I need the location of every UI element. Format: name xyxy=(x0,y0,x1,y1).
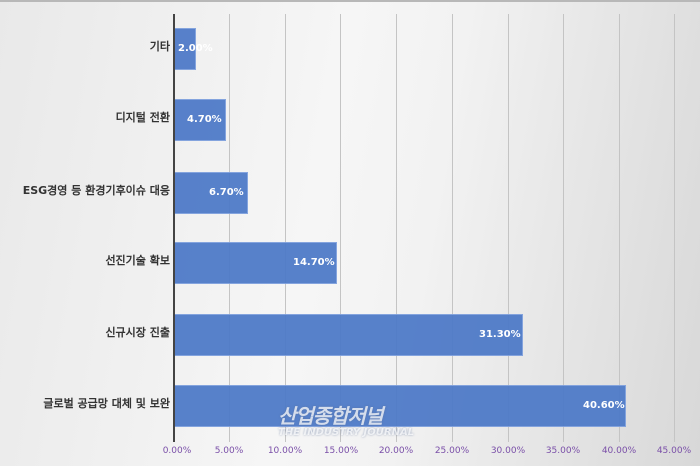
bar-value-label: 14.70% xyxy=(293,257,335,268)
x-tick-label: 40.00% xyxy=(601,446,637,456)
gridline xyxy=(340,14,342,442)
category-label: 글로벌 공급망 대체 및 보완 xyxy=(43,397,170,410)
x-tick-label: 35.00% xyxy=(545,446,581,456)
category-label: 기타 xyxy=(149,40,170,53)
bar-value-label: 2.00% xyxy=(178,43,213,54)
gridline xyxy=(284,14,286,442)
gridline xyxy=(563,14,565,442)
bar-advanced-tech xyxy=(174,242,337,284)
x-tick-label: 20.00% xyxy=(378,446,414,456)
gridline xyxy=(619,14,621,442)
category-label: 선진기술 확보 xyxy=(105,254,170,267)
bar-value-label: 6.70% xyxy=(209,187,244,198)
bar-global-supply-chain xyxy=(174,385,626,427)
gridline xyxy=(507,14,509,442)
gridline xyxy=(451,14,453,442)
bar-new-market xyxy=(174,314,523,356)
x-tick-label: 30.00% xyxy=(490,446,526,456)
gridline xyxy=(396,14,398,442)
gridline xyxy=(228,14,230,442)
gridline xyxy=(674,14,675,442)
bar-value-label: 31.30% xyxy=(479,329,521,340)
x-tick-label: 15.00% xyxy=(323,446,359,456)
x-tick-label: 10.00% xyxy=(267,446,303,456)
x-tick-label: 0.00% xyxy=(162,446,192,456)
category-label: 신규시장 진출 xyxy=(105,326,170,339)
x-tick-label: 25.00% xyxy=(434,446,470,456)
bar-value-label: 4.70% xyxy=(187,114,222,125)
plot-area: 2.00% 4.70% 6.70% 14.70% 31.30% 40.60% xyxy=(173,14,675,442)
bar-digital-transformation xyxy=(174,99,226,141)
bar-esg xyxy=(174,172,248,214)
category-label: 디지털 전환 xyxy=(115,111,170,124)
x-tick-label: 5.00% xyxy=(214,446,244,456)
y-axis-line xyxy=(173,14,175,442)
x-tick-label: 45.00% xyxy=(656,446,692,456)
category-label: ESG경영 등 환경기후이슈 대응 xyxy=(22,184,170,197)
bar-value-label: 40.60% xyxy=(583,400,625,411)
